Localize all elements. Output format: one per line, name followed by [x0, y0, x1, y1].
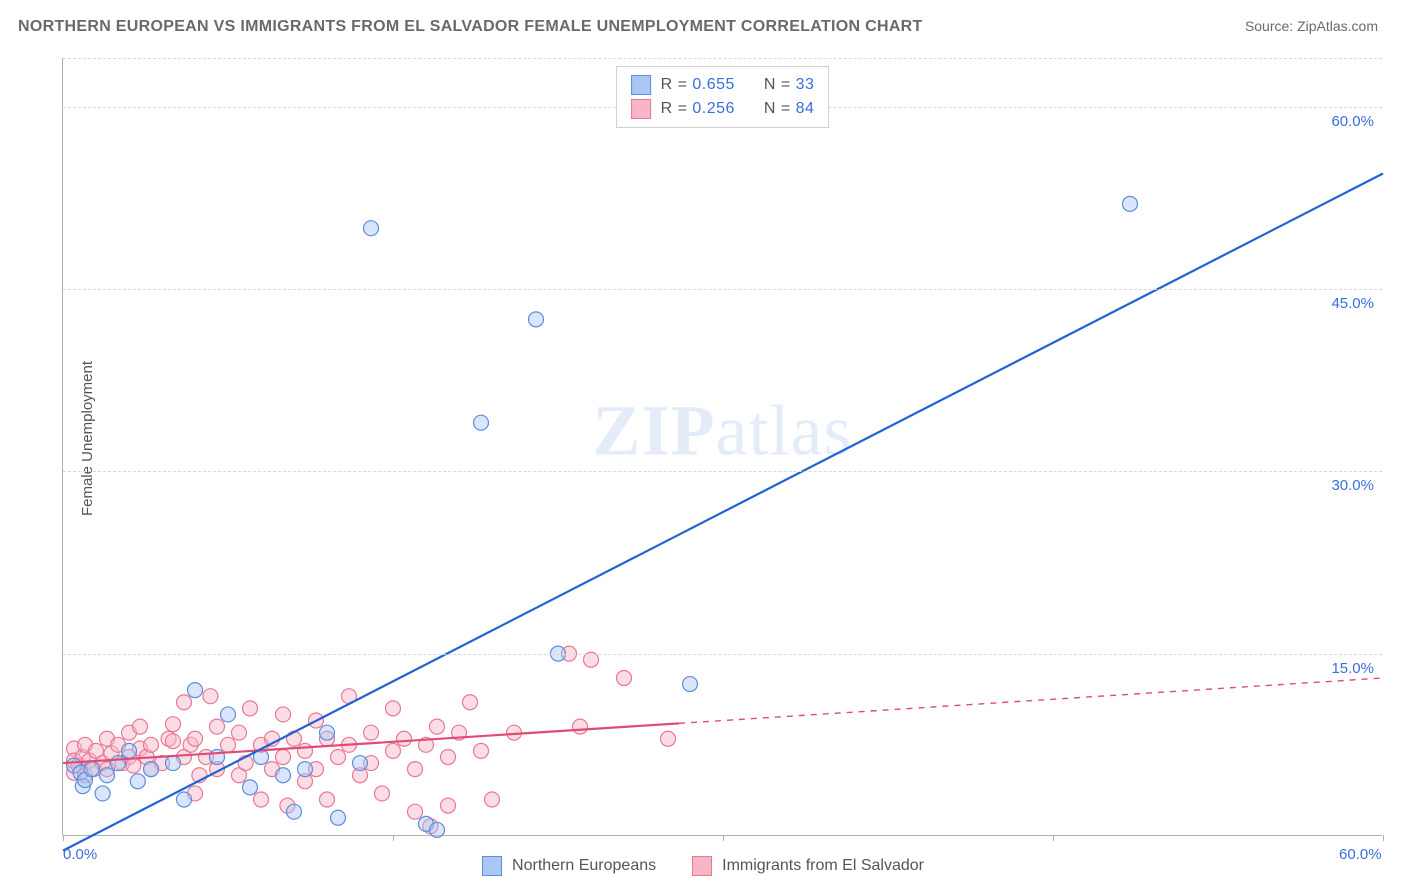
scatter-point [353, 756, 368, 771]
x-tick-label: 60.0% [1339, 846, 1382, 863]
scatter-point [375, 786, 390, 801]
plot-area: ZIPatlas R = 0.655 N = 33 R = 0.256 N = … [62, 58, 1382, 836]
y-tick-label: 45.0% [1331, 295, 1374, 312]
scatter-point [111, 756, 126, 771]
scatter-point [276, 749, 291, 764]
scatter-point [126, 758, 141, 773]
swatch-northern [631, 75, 651, 95]
scatter-point [386, 701, 401, 716]
scatter-point [386, 743, 401, 758]
scatter-point [485, 792, 500, 807]
scatter-point [243, 780, 258, 795]
scatter-point [166, 717, 181, 732]
scatter-point [188, 683, 203, 698]
scatter-point [298, 743, 313, 758]
scatter-point [573, 719, 588, 734]
legend-series: Northern Europeans Immigrants from El Sa… [482, 856, 924, 876]
scatter-point [144, 762, 159, 777]
scatter-point [276, 707, 291, 722]
scatter-point [144, 737, 159, 752]
scatter-point [188, 731, 203, 746]
plot-svg [63, 58, 1382, 835]
scatter-point [661, 731, 676, 746]
scatter-point [320, 725, 335, 740]
scatter-point [331, 810, 346, 825]
scatter-point [683, 677, 698, 692]
legend-correlation: R = 0.655 N = 33 R = 0.256 N = 84 [616, 66, 830, 128]
scatter-point [210, 719, 225, 734]
scatter-point [133, 719, 148, 734]
scatter-point [364, 221, 379, 236]
swatch-northern-icon [482, 856, 502, 876]
legend-label-northern: Northern Europeans [512, 857, 656, 875]
scatter-point [463, 695, 478, 710]
scatter-point [474, 415, 489, 430]
scatter-point [84, 762, 99, 777]
scatter-point [617, 670, 632, 685]
scatter-point [130, 774, 145, 789]
regression-line-extrapolated [679, 678, 1383, 723]
legend-row-northern: R = 0.655 N = 33 [631, 73, 815, 97]
legend-item-northern: Northern Europeans [482, 856, 656, 876]
scatter-point [221, 737, 236, 752]
scatter-point [1123, 196, 1138, 211]
scatter-point [243, 701, 258, 716]
swatch-elsalvador-icon [692, 856, 712, 876]
regression-line [63, 173, 1383, 850]
scatter-point [430, 719, 445, 734]
scatter-point [441, 798, 456, 813]
scatter-point [177, 792, 192, 807]
swatch-elsalvador [631, 99, 651, 119]
scatter-point [122, 743, 137, 758]
scatter-point [100, 768, 115, 783]
scatter-point [254, 792, 269, 807]
scatter-point [430, 822, 445, 837]
legend-item-elsalvador: Immigrants from El Salvador [692, 856, 924, 876]
scatter-point [166, 756, 181, 771]
scatter-point [287, 731, 302, 746]
scatter-point [166, 734, 181, 749]
scatter-point [95, 786, 110, 801]
scatter-point [441, 749, 456, 764]
scatter-point [529, 312, 544, 327]
scatter-point [221, 707, 236, 722]
source-label: Source: ZipAtlas.com [1245, 18, 1378, 34]
legend-row-elsalvador: R = 0.256 N = 84 [631, 97, 815, 121]
y-tick-label: 30.0% [1331, 477, 1374, 494]
y-tick-label: 15.0% [1331, 660, 1374, 677]
scatter-point [397, 731, 412, 746]
x-tick-label: 0.0% [63, 846, 97, 863]
scatter-point [331, 749, 346, 764]
scatter-point [232, 725, 247, 740]
scatter-point [408, 804, 423, 819]
scatter-point [177, 695, 192, 710]
legend-label-elsalvador: Immigrants from El Salvador [722, 857, 924, 875]
chart-title: NORTHERN EUROPEAN VS IMMIGRANTS FROM EL … [18, 18, 923, 36]
y-tick-label: 60.0% [1331, 113, 1374, 130]
scatter-point [276, 768, 291, 783]
scatter-point [287, 804, 302, 819]
scatter-point [298, 762, 313, 777]
scatter-point [408, 762, 423, 777]
scatter-point [364, 725, 379, 740]
chart-container: Female Unemployment ZIPatlas R = 0.655 N… [18, 50, 1388, 880]
scatter-point [474, 743, 489, 758]
scatter-point [203, 689, 218, 704]
scatter-point [320, 792, 335, 807]
